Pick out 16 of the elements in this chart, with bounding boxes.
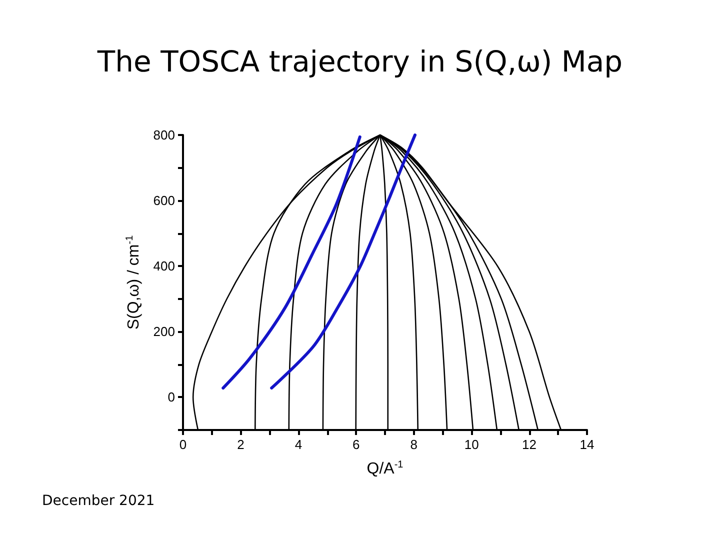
x-tick-label: 0 [179,437,187,452]
y-tick-label: 400 [153,258,175,274]
text: December 2021 [42,493,155,509]
x-tick-label: 2 [237,437,244,452]
y-tick-label: 600 [153,193,175,208]
x-tick-label: 4 [294,437,302,452]
x-tick-label: 10 [464,437,479,452]
y-tick-label: 200 [153,324,175,340]
chart-title: The TOSCA trajectory in S(Q,ω) Map [96,44,623,78]
x-tick-label: 8 [410,437,418,452]
y-axis-title: S(Q,ω) / cm-1 [124,234,142,330]
y-tick-label: 800 [153,128,175,142]
y-tick-label: 0 [168,390,175,405]
x-tick-label: 6 [352,437,360,452]
x-tick-label: 12 [522,437,537,452]
x-tick-label: 14 [580,437,594,452]
